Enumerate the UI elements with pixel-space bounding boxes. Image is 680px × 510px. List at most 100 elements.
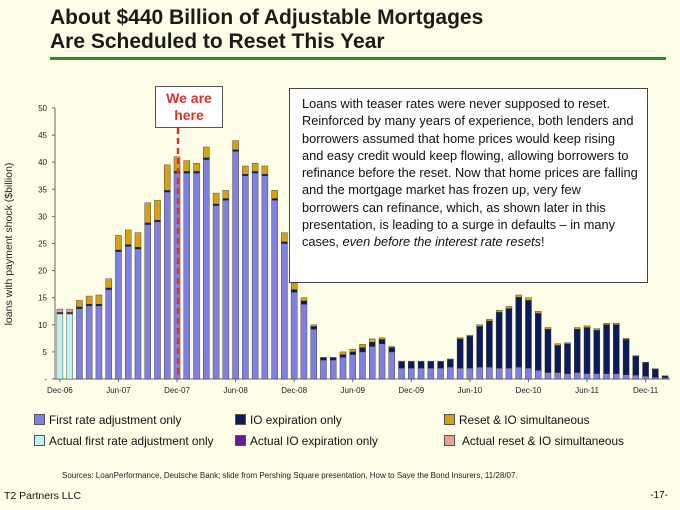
bar-io-expiration-only: Feb-12: 0.3 — [661, 376, 669, 379]
bar-reset-io-simultaneous: Dec-11: 0.1 — [642, 361, 649, 363]
bar-reset-io-simultaneous: Jul-09: 0.6 — [359, 344, 366, 348]
bar-reset-io-simultaneous: Aug-10: 0.3 — [486, 319, 493, 322]
bar-first-rate-adjustment-only: Aug-07: 24 — [134, 248, 142, 380]
bar-first-rate-adjustment-only: Apr-08: 32 — [212, 205, 220, 380]
legend-swatch-actual-reset — [444, 435, 455, 446]
bar-io-expiration-only: Jan-12: 1.5 — [652, 369, 659, 378]
bar-first-rate-adjustment-only: Jan-12: 0.3 — [652, 377, 659, 380]
bar-io-expiration-only: Jul-08: 0.3 — [242, 173, 249, 176]
bar-actual-io-expiration-only: Jan-07: 0.3 — [66, 312, 73, 315]
bar-first-rate-adjustment-only: Apr-11: 1 — [564, 373, 571, 380]
bar-first-rate-adjustment-only: Nov-07: 34.5 — [164, 191, 171, 380]
bar-reset-io-simultaneous: Dec-10: 0.5 — [525, 297, 532, 301]
bar-io-expiration-only: May-08: 0.3 — [222, 198, 230, 201]
slide-title-line-2: Are Scheduled to Reset This Year — [50, 30, 385, 53]
x-tick-label: Jun-10 — [458, 386, 483, 395]
bar-io-expiration-only: Sep-10: 10.3 — [495, 312, 503, 369]
bar-first-rate-adjustment-only: Aug-11: 1 — [603, 373, 610, 380]
bar-reset-io-simultaneous: Jun-11: 0.3 — [583, 325, 591, 328]
bar-reset-io-simultaneous: Aug-11: 0.3 — [603, 322, 610, 326]
bar-io-expiration-only: Apr-10: 1.4 — [447, 359, 454, 368]
bar-first-rate-adjustment-only: Mar-08: 40.5 — [203, 159, 210, 380]
x-tick-label: Dec-06 — [47, 386, 73, 395]
bar-first-rate-adjustment-only: Jul-11: 1 — [593, 373, 601, 380]
bar-reset-io-simultaneous: Oct-07: 3.7 — [154, 199, 161, 221]
bar-io-expiration-only: Nov-09: 1.2 — [398, 361, 405, 369]
bar-io-expiration-only: Feb-09: 0.5 — [310, 326, 317, 330]
bar-first-rate-adjustment-only: Oct-10: 2 — [505, 367, 513, 380]
bar-io-expiration-only: Jun-09: 0.5 — [349, 351, 356, 355]
bar-io-expiration-only: Apr-11: 5.5 — [564, 343, 571, 374]
bar-reset-io-simultaneous: Nov-07: 4.7 — [164, 164, 171, 191]
bar-reset-io-simultaneous: Jan-09: 0.6 — [300, 297, 308, 302]
commentary-text: Loans with teaser rates were never suppo… — [302, 96, 638, 250]
legend-label-io-expiration: IO expiration only — [250, 413, 342, 427]
bar-first-rate-adjustment-only: Jul-10: 2.2 — [476, 366, 483, 380]
bar-reset-io-simultaneous: Jan-10: 0.1 — [417, 360, 425, 362]
bar-reset-io-simultaneous: Jan-08: 2 — [183, 160, 191, 172]
bar-io-expiration-only: Apr-08: 0.3 — [212, 203, 220, 206]
bar-io-expiration-only: May-07: 0.3 — [105, 287, 112, 290]
bar-actual-first-rate-adjustment-only: Dec-06: 12 — [56, 313, 64, 380]
source-note: Sources: LoanPerformance, Deutsche Bank;… — [62, 471, 518, 480]
bar-reset-io-simultaneous: Apr-11: 0.2 — [564, 342, 571, 344]
bar-reset-io-simultaneous: May-10: 0.2 — [456, 337, 464, 340]
bar-reset-io-simultaneous: May-08: 1.5 — [222, 190, 230, 199]
bar-reset-io-simultaneous: Apr-09: 0.1 — [329, 357, 337, 359]
bar-first-rate-adjustment-only: Dec-10: 2 — [525, 367, 532, 380]
y-tick-label: - — [44, 375, 47, 384]
bar-first-rate-adjustment-only: Feb-09: 9.2 — [310, 328, 317, 380]
bar-reset-io-simultaneous: Feb-09: 0.3 — [310, 324, 317, 327]
bar-actual-reset-io-simultaneous: Dec-06: 0.6 — [56, 308, 64, 313]
bar-io-expiration-only: May-11: 8 — [574, 328, 581, 373]
bar-first-rate-adjustment-only: Sep-07: 28.5 — [144, 224, 151, 380]
bar-io-expiration-only: Sep-09: 0.8 — [378, 339, 386, 344]
bar-io-expiration-only: Dec-10: 12.5 — [525, 300, 532, 369]
bar-first-rate-adjustment-only: Oct-09: 5 — [388, 351, 396, 380]
bar-io-expiration-only: Aug-09: 0.8 — [369, 341, 376, 347]
bar-reset-io-simultaneous: Feb-10: 0.1 — [427, 360, 435, 362]
x-tick-label: Jun-09 — [341, 386, 366, 395]
bar-io-expiration-only: Nov-10: 12.9 — [515, 296, 522, 368]
bar-first-rate-adjustment-only: Mar-10: 2 — [437, 367, 444, 380]
bar-first-rate-adjustment-only: Dec-08: 16 — [290, 292, 298, 380]
bar-first-rate-adjustment-only: Sep-11: 1 — [613, 373, 620, 380]
legend-swatch-actual-io — [235, 435, 246, 446]
bar-first-rate-adjustment-only: Dec-11: 0.5 — [642, 376, 649, 380]
bar-actual-reset-io-simultaneous: Jan-07: 0.6 — [66, 308, 73, 313]
bar-io-expiration-only: Feb-07: 0.3 — [76, 306, 83, 309]
y-tick-label: 35 — [38, 185, 47, 194]
bar-first-rate-adjustment-only: Nov-11: 0.7 — [632, 375, 640, 380]
legend-first-rate: First rate adjustment only — [34, 413, 181, 427]
bar-first-rate-adjustment-only: Apr-10: 2.2 — [447, 366, 454, 380]
legend-swatch-actual-first-rate — [34, 435, 45, 446]
bar-first-rate-adjustment-only: Oct-07: 29 — [154, 221, 161, 380]
bar-first-rate-adjustment-only: Jan-11: 1.6 — [534, 370, 542, 380]
slide-title-line-1: About $440 Billion of Adjustable Mortgag… — [50, 6, 484, 29]
page-number: -17- — [650, 490, 668, 501]
bar-io-expiration-only: Feb-11: 8 — [544, 328, 552, 373]
bar-reset-io-simultaneous: Mar-09: 0.1 — [320, 357, 327, 359]
bar-first-rate-adjustment-only: Oct-11: 0.8 — [622, 374, 630, 380]
x-tick-label: Dec-08 — [281, 386, 307, 395]
bar-io-expiration-only: Nov-11: 3.5 — [632, 356, 640, 376]
bar-first-rate-adjustment-only: Dec-09: 2 — [408, 367, 415, 380]
bar-io-expiration-only: Feb-10: 1.2 — [427, 361, 435, 369]
bar-first-rate-adjustment-only: Mar-09: 3.5 — [320, 359, 327, 380]
bar-io-expiration-only: Jun-10: 5.9 — [466, 335, 474, 369]
bar-io-expiration-only: Mar-11: 5 — [554, 345, 561, 373]
bar-io-expiration-only: May-10: 5.4 — [456, 338, 464, 369]
bar-reset-io-simultaneous: Jun-07: 2.7 — [115, 235, 122, 251]
y-axis: - 5 10 15 20 25 30 35 40 45 50 — [38, 104, 56, 384]
bar-reset-io-simultaneous: May-11: 0.3 — [574, 327, 581, 330]
bar-reset-io-simultaneous: Apr-08: 2 — [212, 192, 220, 205]
legend-actual-first-rate: Actual first rate adjustment only — [34, 434, 214, 448]
x-tick-label: Jun-11 — [575, 386, 599, 395]
bar-first-rate-adjustment-only: Apr-07: 13.5 — [95, 305, 103, 380]
commentary-box: Loans with teaser rates were never suppo… — [289, 88, 648, 283]
bar-io-expiration-only: Oct-07: 0.3 — [154, 219, 161, 223]
bars: Dec-06: 12Dec-06: 0.3Dec-06: 0.6Jan-07: … — [56, 140, 669, 380]
bar-io-expiration-only: Aug-07: 0.3 — [134, 247, 142, 250]
bar-reset-io-simultaneous: Mar-10: 0.1 — [437, 360, 444, 362]
